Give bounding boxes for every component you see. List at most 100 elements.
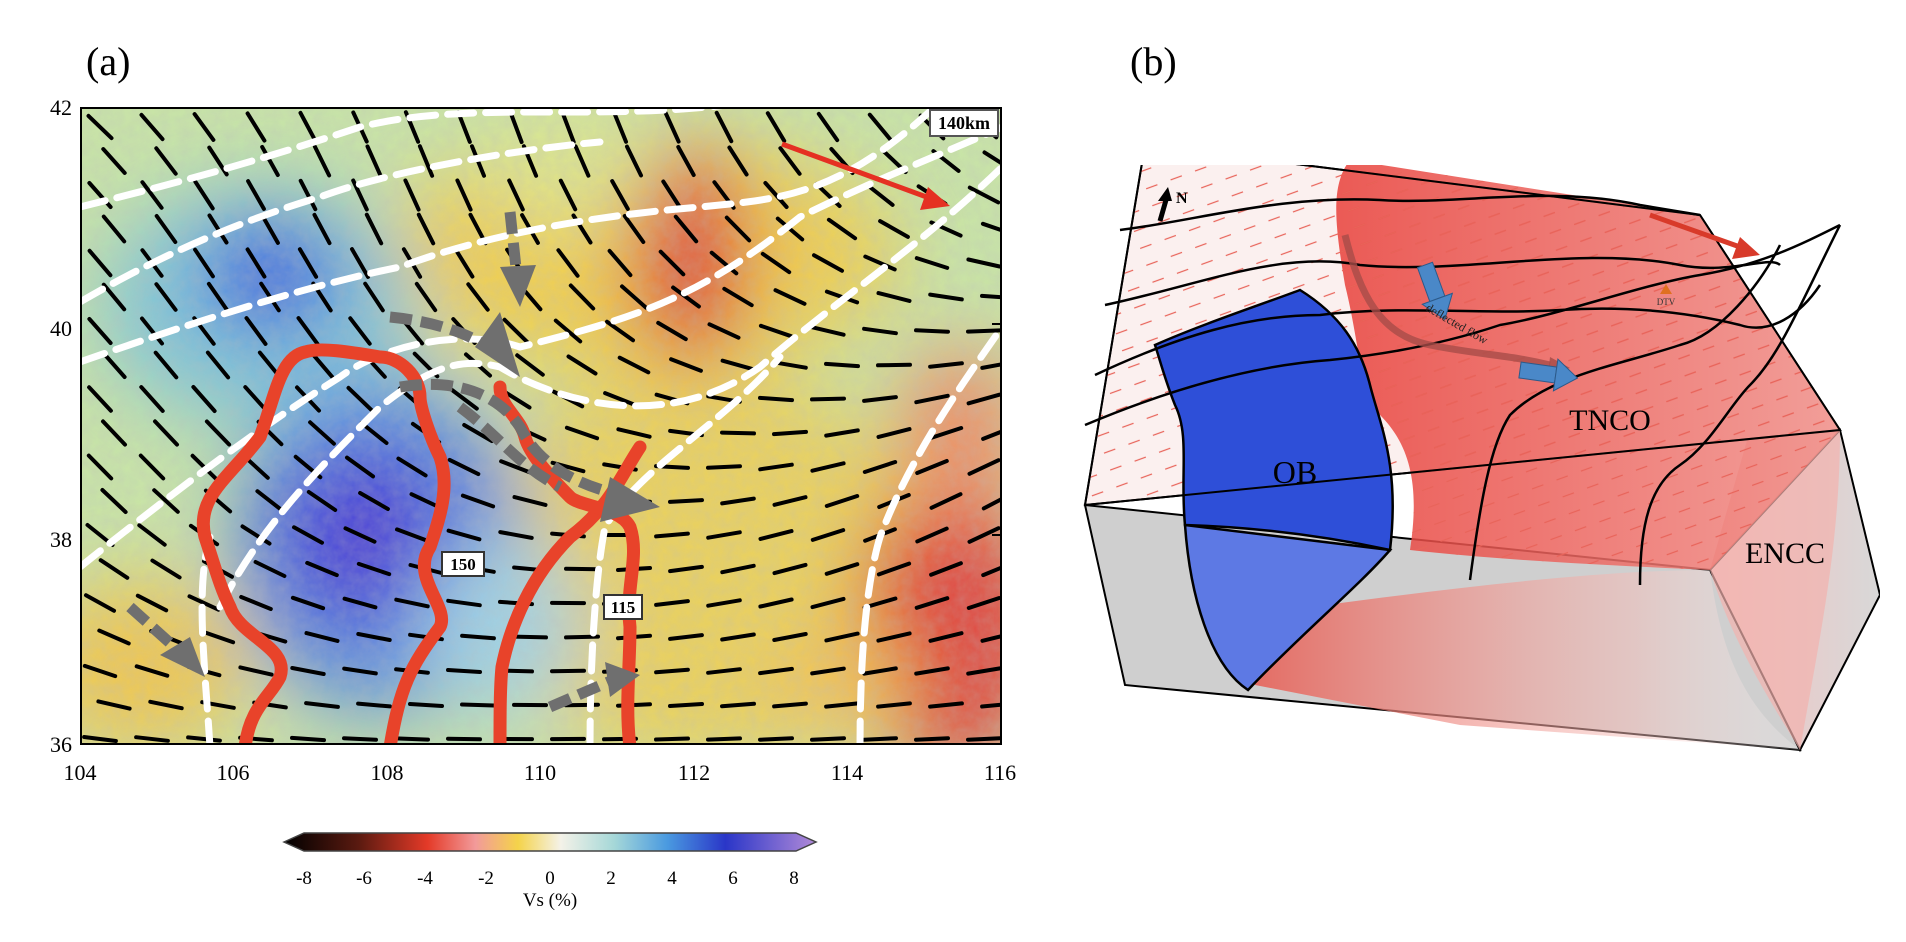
colorbar-gradient bbox=[282, 832, 818, 852]
fast-direction-bar bbox=[408, 702, 444, 708]
fast-direction-bar bbox=[620, 284, 648, 310]
fast-direction-bar bbox=[200, 629, 236, 645]
fast-direction-bar bbox=[150, 558, 182, 580]
fast-direction-bar bbox=[966, 392, 1002, 406]
fast-direction-bar bbox=[928, 426, 964, 440]
fast-direction-bar bbox=[403, 178, 421, 212]
fast-direction-bar bbox=[810, 396, 846, 402]
colorbar-tick: 4 bbox=[667, 868, 677, 889]
x-tick-label: 110 bbox=[523, 760, 557, 785]
colorbar-tick: 8 bbox=[789, 868, 799, 889]
fast-direction-bar bbox=[86, 113, 114, 141]
fast-direction-bar bbox=[605, 319, 635, 343]
fast-direction-bar bbox=[139, 385, 165, 413]
fast-direction-bar bbox=[862, 326, 898, 336]
fast-direction-bar bbox=[193, 247, 215, 279]
fast-direction-bar bbox=[622, 214, 646, 244]
fast-direction-bar bbox=[980, 633, 1002, 643]
y-tick-label: 36 bbox=[50, 732, 72, 757]
depth-label-text: 140km bbox=[938, 113, 990, 133]
red-motion-arrow bbox=[1649, 212, 1760, 259]
fast-direction-bar bbox=[148, 699, 184, 711]
x-tick-label: 106 bbox=[216, 760, 250, 785]
fast-direction-bar bbox=[706, 464, 742, 470]
fast-direction-bar bbox=[914, 328, 950, 334]
fast-direction-bar bbox=[460, 702, 496, 708]
fast-direction-bar bbox=[967, 458, 1001, 476]
fast-direction-bar bbox=[512, 495, 548, 507]
fast-direction-bar bbox=[343, 526, 377, 544]
colorbar-tick: 2 bbox=[606, 868, 616, 889]
colorbar-tick: 0 bbox=[545, 868, 555, 889]
fast-direction-bar bbox=[914, 596, 950, 610]
panel-a-label: (a) bbox=[86, 39, 131, 84]
colorbar-tick: 6 bbox=[728, 868, 738, 889]
x-tick-label: 112 bbox=[677, 760, 711, 785]
fast-direction-bar bbox=[290, 595, 326, 611]
fast-direction-bar bbox=[290, 735, 326, 743]
ob-label: OB bbox=[1273, 454, 1317, 490]
fast-direction-bar bbox=[245, 111, 267, 143]
fast-direction-bar bbox=[878, 219, 910, 239]
fast-direction-bar bbox=[193, 179, 215, 211]
fast-direction-bar bbox=[204, 419, 232, 447]
fast-direction-bar bbox=[706, 598, 742, 608]
fast-direction-bar bbox=[356, 701, 392, 709]
fast-direction-bar bbox=[462, 423, 494, 443]
fast-direction-bar bbox=[356, 561, 392, 577]
fast-direction-bar bbox=[394, 736, 430, 742]
fast-direction-bar bbox=[154, 146, 178, 176]
fast-direction-bar bbox=[772, 632, 808, 642]
fast-direction-bar bbox=[342, 596, 378, 610]
fast-direction-bar bbox=[625, 144, 643, 178]
fast-direction-bar bbox=[101, 419, 127, 447]
fast-direction-bar bbox=[305, 560, 339, 578]
fast-direction-bar bbox=[758, 736, 794, 742]
fast-direction-bar bbox=[876, 701, 912, 709]
fast-direction-bar bbox=[810, 736, 846, 742]
fast-direction-bar bbox=[342, 736, 378, 742]
fast-direction-bar bbox=[137, 523, 167, 547]
fast-direction-bar bbox=[359, 421, 389, 445]
fast-direction-bar bbox=[876, 362, 912, 368]
fast-direction-bar bbox=[862, 395, 898, 403]
fast-direction-bar bbox=[512, 634, 548, 640]
fast-direction-bar bbox=[447, 457, 481, 477]
y-tick-label: 38 bbox=[50, 527, 72, 552]
fast-direction-bar bbox=[865, 183, 895, 207]
fast-direction-bar bbox=[101, 282, 127, 312]
colorbar-tick: -2 bbox=[478, 868, 494, 889]
tnco-label: TNCO bbox=[1569, 404, 1651, 437]
fast-direction-bar bbox=[455, 178, 473, 212]
fast-direction-bar bbox=[456, 110, 472, 144]
fast-direction-bar bbox=[706, 530, 742, 540]
fast-direction-bar bbox=[772, 562, 808, 576]
fast-direction-bar bbox=[824, 701, 860, 709]
fast-direction-bar bbox=[654, 599, 690, 607]
fast-direction-bar bbox=[824, 562, 860, 576]
fast-direction-bar bbox=[243, 385, 269, 413]
fast-direction-bar bbox=[707, 322, 741, 340]
fast-direction-bar bbox=[980, 221, 1002, 233]
fast-direction-bar bbox=[498, 530, 534, 540]
fast-direction-bar bbox=[758, 323, 794, 339]
fast-direction-bar bbox=[206, 281, 230, 313]
dtv-marker bbox=[1660, 284, 1672, 294]
fast-direction-bar bbox=[98, 558, 130, 580]
fast-direction-bar bbox=[87, 317, 113, 345]
fast-direction-bars bbox=[82, 110, 1002, 743]
fast-direction-bar bbox=[363, 281, 385, 313]
fast-direction-bar bbox=[914, 666, 950, 676]
x-tick-label: 114 bbox=[830, 760, 864, 785]
fast-direction-bar bbox=[502, 317, 530, 345]
fast-direction-bar bbox=[720, 701, 756, 709]
fast-direction-bar bbox=[863, 254, 897, 272]
fast-direction-bar bbox=[186, 735, 222, 743]
fast-direction-bar bbox=[449, 387, 479, 411]
fast-direction-bar bbox=[239, 595, 273, 611]
fast-direction-bar bbox=[312, 212, 332, 246]
flow-arrowheads bbox=[160, 265, 660, 697]
fast-direction-bar bbox=[553, 318, 583, 344]
y-tick-label: 40 bbox=[50, 316, 72, 341]
fast-direction-bar bbox=[304, 631, 340, 643]
